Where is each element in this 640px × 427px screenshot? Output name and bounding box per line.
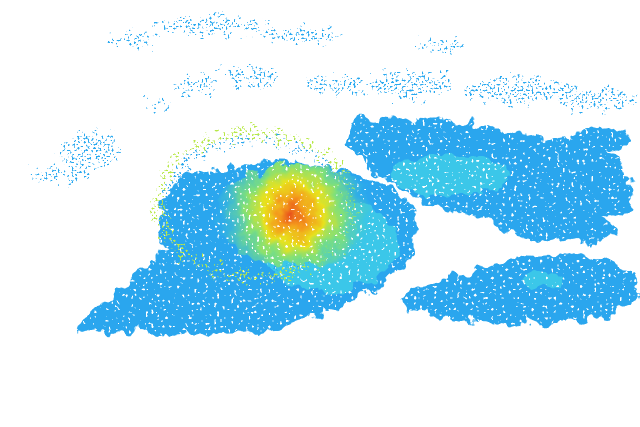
top-echoes <box>30 17 635 181</box>
core-echo <box>215 165 385 265</box>
